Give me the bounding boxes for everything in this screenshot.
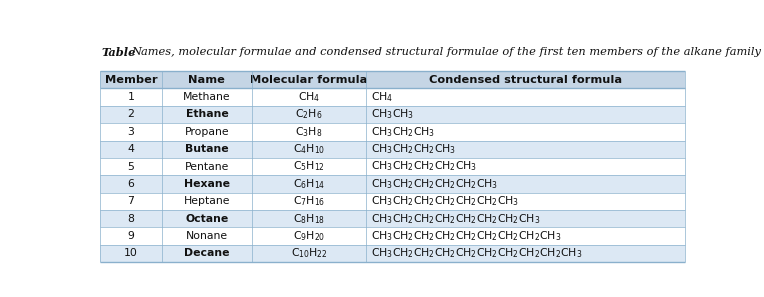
- Text: Octane: Octane: [185, 214, 228, 224]
- Text: C$_{10}$H$_{22}$: C$_{10}$H$_{22}$: [291, 247, 328, 260]
- Text: Condensed structural formula: Condensed structural formula: [429, 75, 622, 85]
- Text: 5: 5: [128, 162, 134, 172]
- Text: CH$_3$CH$_2$CH$_2$CH$_2$CH$_2$CH$_2$CH$_3$: CH$_3$CH$_2$CH$_2$CH$_2$CH$_2$CH$_2$CH$_…: [371, 194, 519, 208]
- Bar: [100, 227, 685, 245]
- Text: CH$_4$: CH$_4$: [371, 90, 393, 104]
- Text: Molecular formula: Molecular formula: [251, 75, 367, 85]
- Text: Names, molecular formulae and condensed structural formulae of the first ten mem: Names, molecular formulae and condensed …: [131, 47, 761, 57]
- Bar: [100, 106, 685, 123]
- Text: Heptane: Heptane: [183, 196, 230, 206]
- Text: C$_2$H$_6$: C$_2$H$_6$: [296, 108, 323, 121]
- Text: CH$_3$CH$_2$CH$_2$CH$_2$CH$_3$: CH$_3$CH$_2$CH$_2$CH$_2$CH$_3$: [371, 160, 477, 173]
- Text: 1: 1: [128, 92, 134, 102]
- Text: 6: 6: [128, 179, 134, 189]
- Text: Butane: Butane: [185, 144, 228, 154]
- Text: Ethane: Ethane: [186, 110, 228, 119]
- Text: 8: 8: [128, 214, 134, 224]
- Text: 3: 3: [128, 127, 134, 137]
- Bar: [100, 193, 685, 210]
- Text: CH$_3$CH$_2$CH$_2$CH$_2$CH$_2$CH$_2$CH$_2$CH$_3$: CH$_3$CH$_2$CH$_2$CH$_2$CH$_2$CH$_2$CH$_…: [371, 212, 540, 225]
- Text: CH$_3$CH$_2$CH$_2$CH$_3$: CH$_3$CH$_2$CH$_2$CH$_3$: [371, 142, 456, 156]
- Text: C$_9$H$_{20}$: C$_9$H$_{20}$: [293, 229, 325, 243]
- Text: CH$_3$CH$_2$CH$_2$CH$_2$CH$_2$CH$_2$CH$_2$CH$_2$CH$_2$CH$_3$: CH$_3$CH$_2$CH$_2$CH$_2$CH$_2$CH$_2$CH$_…: [371, 247, 582, 260]
- Text: C$_3$H$_8$: C$_3$H$_8$: [296, 125, 323, 139]
- Text: C$_4$H$_{10}$: C$_4$H$_{10}$: [293, 142, 325, 156]
- Text: Pentane: Pentane: [185, 162, 229, 172]
- Text: CH$_3$CH$_2$CH$_3$: CH$_3$CH$_2$CH$_3$: [371, 125, 435, 139]
- Bar: [100, 158, 685, 175]
- Text: CH$_3$CH$_2$CH$_2$CH$_2$CH$_2$CH$_2$CH$_2$CH$_2$CH$_3$: CH$_3$CH$_2$CH$_2$CH$_2$CH$_2$CH$_2$CH$_…: [371, 229, 561, 243]
- Bar: [100, 71, 685, 89]
- Text: Hexane: Hexane: [184, 179, 230, 189]
- Bar: [100, 123, 685, 140]
- Text: C$_6$H$_{14}$: C$_6$H$_{14}$: [293, 177, 325, 191]
- Text: CH$_4$: CH$_4$: [298, 90, 320, 104]
- Bar: [100, 140, 685, 158]
- Text: CH$_3$CH$_2$CH$_2$CH$_2$CH$_2$CH$_3$: CH$_3$CH$_2$CH$_2$CH$_2$CH$_2$CH$_3$: [371, 177, 498, 191]
- Text: Name: Name: [189, 75, 225, 85]
- Text: Table: Table: [102, 47, 136, 58]
- Text: C$_7$H$_{16}$: C$_7$H$_{16}$: [293, 194, 325, 208]
- Bar: [100, 175, 685, 193]
- Bar: [100, 245, 685, 262]
- Text: Member: Member: [105, 75, 157, 85]
- Bar: [100, 89, 685, 106]
- Text: Decane: Decane: [184, 248, 230, 258]
- Text: 9: 9: [128, 231, 134, 241]
- Text: 4: 4: [128, 144, 134, 154]
- Text: 2: 2: [128, 110, 134, 119]
- Text: CH$_3$CH$_3$: CH$_3$CH$_3$: [371, 108, 414, 121]
- Text: C$_8$H$_{18}$: C$_8$H$_{18}$: [293, 212, 325, 225]
- Text: Nonane: Nonane: [186, 231, 228, 241]
- Text: C$_5$H$_{12}$: C$_5$H$_{12}$: [293, 160, 325, 173]
- Text: 7: 7: [128, 196, 134, 206]
- Text: Methane: Methane: [183, 92, 231, 102]
- Bar: [100, 210, 685, 227]
- Text: 10: 10: [124, 248, 138, 258]
- Text: Propane: Propane: [185, 127, 229, 137]
